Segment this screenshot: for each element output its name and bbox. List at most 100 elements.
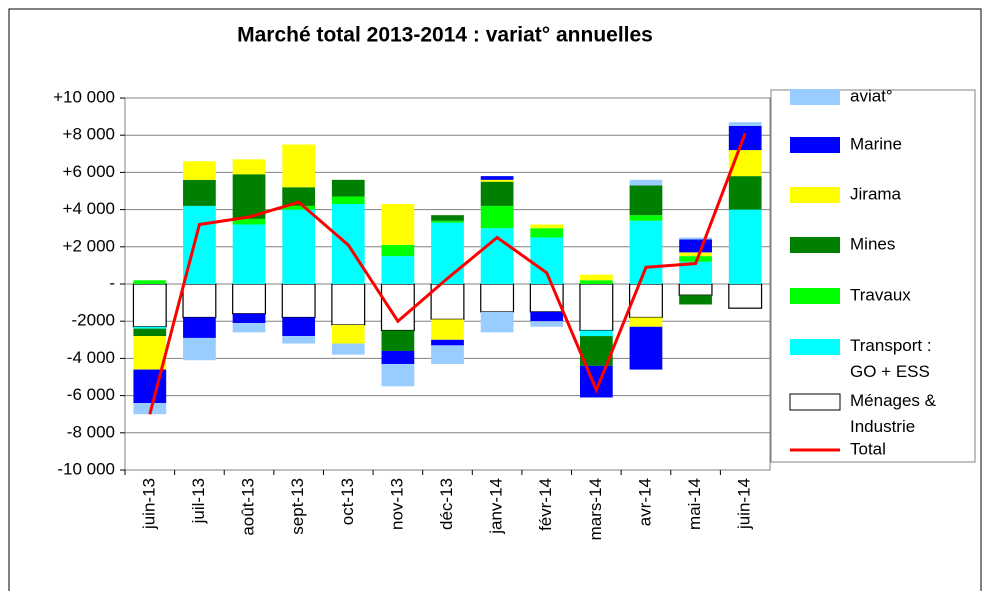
y-tick-label: -6 000: [67, 385, 115, 404]
bar-segment: [728, 283, 763, 309]
legend-swatch: [790, 137, 840, 153]
bar-segment: [282, 317, 316, 337]
x-tick-label: mai-14: [685, 478, 704, 530]
bar-segment: [331, 324, 365, 344]
bar-segment: [232, 224, 266, 284]
bar-segment: [431, 215, 464, 221]
legend-label: Mines: [850, 234, 895, 253]
y-tick-label: -8 000: [67, 422, 115, 441]
bar-segment: [480, 176, 514, 180]
legend-swatch: [790, 237, 840, 253]
bar-segment: [480, 205, 514, 229]
bar-segment: [282, 209, 316, 284]
legend-swatch: [789, 393, 841, 411]
x-tick-label: déc-13: [437, 478, 456, 530]
bar-segment: [331, 283, 366, 326]
legend-label: Jirama: [850, 184, 902, 203]
legend-label: Marine: [850, 134, 902, 153]
bar-segment: [629, 179, 663, 186]
legend-swatch: [790, 339, 840, 355]
x-tick-label: juin-14: [735, 478, 754, 530]
x-tick-label: avr-14: [635, 478, 654, 526]
bar-segment: [579, 280, 613, 284]
bar-segment: [232, 159, 266, 175]
bar-segment: [182, 283, 217, 319]
legend-label: Travaux: [850, 285, 911, 304]
bar-segment: [381, 256, 415, 284]
bar-segment: [133, 280, 167, 284]
bar-segment: [530, 224, 564, 229]
x-tick-label: juin-13: [139, 478, 158, 530]
bar-segment: [728, 122, 762, 126]
y-tick-label: -10 000: [57, 459, 115, 478]
bar-segment: [629, 326, 663, 370]
bar-segment: [282, 187, 316, 206]
bar-segment: [232, 218, 266, 225]
bar-segment: [530, 311, 564, 322]
y-tick-label: -2000: [72, 311, 115, 330]
bar-segment: [381, 330, 415, 351]
bar-segment: [579, 274, 613, 281]
bar-segment: [381, 350, 415, 364]
bar-segment: [679, 261, 712, 284]
bar-segment: [629, 220, 663, 284]
bar-segment: [331, 196, 365, 205]
bar-segment: [232, 313, 266, 324]
bar-segment: [530, 237, 564, 284]
bar-segment: [480, 181, 514, 206]
bar-segment: [282, 205, 316, 210]
bar-segment: [380, 283, 415, 332]
legend-label: Ménages & Industrie: [850, 391, 937, 436]
bar-segment: [132, 283, 167, 328]
bar-segment: [629, 215, 663, 221]
legend-swatch: [790, 89, 840, 105]
bar-segment: [331, 343, 365, 355]
bar-segment: [232, 174, 266, 219]
y-tick-label: +4 000: [63, 199, 115, 218]
bar-segment: [530, 321, 564, 327]
legend-swatch: [790, 187, 840, 203]
bar-segment: [480, 179, 514, 182]
bar-segment: [530, 228, 564, 238]
bar-segment: [183, 337, 216, 361]
bar-segment: [431, 339, 464, 346]
bar-segment: [629, 185, 663, 216]
y-tick-label: -4 000: [67, 348, 115, 367]
bar-segment: [431, 319, 464, 340]
legend-label: Total: [850, 439, 886, 458]
bar-segment: [183, 317, 216, 338]
bar-segment: [133, 328, 167, 337]
bar-segment: [679, 252, 712, 257]
bar-segment: [579, 283, 614, 332]
bar-segment: [133, 326, 167, 329]
bar-segment: [679, 295, 712, 305]
bar-segment: [281, 283, 316, 319]
bar-segment: [728, 176, 762, 210]
bar-segment: [282, 336, 316, 344]
bar-segment: [628, 283, 663, 319]
x-tick-label: oct-13: [338, 478, 357, 525]
bar-segment: [679, 256, 712, 262]
bar-segment: [431, 222, 464, 284]
bar-segment: [728, 209, 762, 284]
bar-segment: [679, 239, 712, 253]
bar-segment: [183, 179, 216, 206]
bar-segment: [232, 283, 267, 315]
legend-label: aviat°: [850, 86, 893, 105]
bar-segment: [232, 323, 266, 333]
bar-segment: [728, 125, 762, 151]
y-tick-label: +2 000: [63, 236, 115, 255]
y-tick-label: +6 000: [63, 162, 115, 181]
bar-segment: [480, 311, 514, 333]
y-tick-label: +10 000: [53, 87, 115, 106]
bar-segment: [431, 345, 464, 364]
bar-segment: [183, 161, 216, 180]
x-tick-label: août-13: [239, 478, 258, 536]
bar-segment: [629, 317, 663, 327]
legend-swatch: [790, 288, 840, 304]
bar-segment: [431, 220, 464, 223]
bar-segment: [480, 283, 515, 313]
bar-segment: [579, 330, 613, 337]
x-tick-label: janv-14: [487, 478, 506, 535]
